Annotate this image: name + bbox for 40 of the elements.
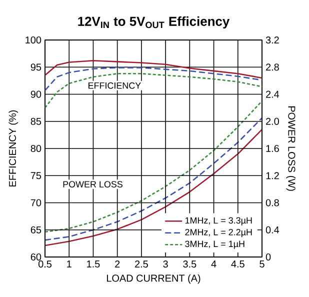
x-tick-label: 4.5 bbox=[231, 260, 244, 268]
x-tick-label: 3 bbox=[163, 260, 168, 268]
x-tick-label: 1.5 bbox=[87, 260, 100, 268]
x-tick-label: 2.5 bbox=[135, 260, 148, 268]
line-series bbox=[45, 67, 262, 92]
line-series bbox=[45, 60, 262, 79]
y-tick-label: 70 bbox=[30, 199, 42, 206]
y2-tick-label: 1.2 bbox=[266, 172, 279, 180]
y2-tick-label: 1.6 bbox=[266, 144, 279, 152]
legend-label: 3MHz, L = 1µH bbox=[185, 240, 244, 249]
y2-tick-label: 0.4 bbox=[266, 226, 280, 234]
y-tick-label: 95 bbox=[30, 64, 42, 71]
annotation: POWER LOSS bbox=[63, 181, 122, 188]
y-tick-label: 80 bbox=[30, 144, 42, 152]
y2-axis-title: POWER LOSS (W) bbox=[286, 106, 296, 191]
y2-tick-label: 2.4 bbox=[266, 90, 280, 98]
x-tick-label: 5 bbox=[260, 260, 264, 268]
line-series bbox=[45, 72, 262, 108]
y2-tick-label: 2.8 bbox=[266, 64, 279, 71]
x-tick-label: 4 bbox=[211, 260, 216, 268]
legend-label: 2MHz, L = 2.2µH bbox=[185, 228, 252, 238]
x-axis-title: LOAD CURRENT (A) bbox=[106, 274, 200, 284]
x-tick-label: 0.5 bbox=[38, 260, 52, 268]
x-tick-label: 3.5 bbox=[183, 260, 196, 268]
y-axis-title: EFFICIENCY (%) bbox=[8, 110, 18, 186]
y2-tick-label: 0 bbox=[266, 253, 271, 261]
x-tick-label: 1 bbox=[67, 260, 72, 268]
y-tick-label: 90 bbox=[30, 90, 42, 98]
annotation: EFFICIENCY bbox=[88, 82, 141, 89]
x-tick-label: 2 bbox=[115, 260, 120, 268]
legend-label: 1MHz, L = 3.3µH bbox=[185, 217, 252, 226]
y2-tick-label: 0.8 bbox=[266, 199, 279, 206]
y2-tick-label: 2.0 bbox=[266, 118, 279, 125]
y2-tick-label: 3.2 bbox=[266, 36, 279, 44]
y-tick-label: 65 bbox=[30, 226, 42, 234]
y-tick-label: 60 bbox=[30, 253, 42, 261]
y-tick-label: 85 bbox=[30, 118, 42, 125]
y-tick-label: 100 bbox=[26, 36, 42, 44]
chart-title: 12V$_{IN}$ to 5V$_{OUT}$ Efficiency bbox=[78, 16, 230, 29]
y-tick-label: 75 bbox=[30, 172, 42, 180]
